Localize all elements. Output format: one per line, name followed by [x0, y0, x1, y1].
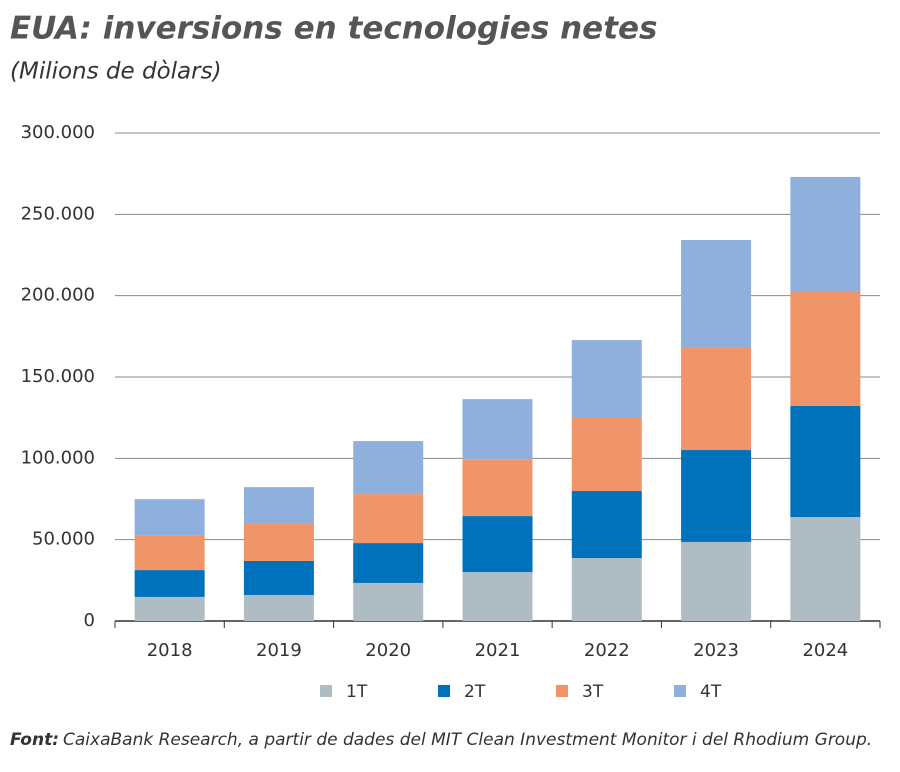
bar-segment: [571, 340, 642, 418]
bar-segment: [243, 523, 314, 561]
bar-segment: [571, 558, 642, 621]
source-label: Font:: [10, 730, 59, 750]
bar-segment: [134, 570, 205, 597]
y-tick-label: 250.000: [21, 203, 95, 224]
bar-segment: [790, 290, 861, 406]
x-tick-label: 2020: [365, 640, 411, 661]
bar-segment: [243, 594, 314, 621]
y-tick-label: 300.000: [21, 122, 95, 143]
bar-segment: [790, 405, 861, 518]
bar-segment: [134, 596, 205, 621]
bar-segment: [353, 441, 424, 495]
x-tick-label: 2022: [584, 640, 630, 661]
y-tick-label: 200.000: [21, 285, 95, 306]
y-tick-label: 150.000: [21, 366, 95, 387]
bar-segment: [571, 417, 642, 492]
bar-segment: [571, 491, 642, 559]
legend-label: 2T: [464, 682, 486, 702]
legend-label: 1T: [346, 682, 368, 702]
bar-segment: [790, 176, 861, 291]
y-tick-label: 100.000: [21, 447, 95, 468]
chart-title: EUA: inversions en tecnologies netes: [10, 11, 658, 47]
bar-segment: [681, 541, 752, 621]
legend-label: 3T: [582, 682, 604, 702]
bar-segment: [462, 572, 533, 621]
x-tick-label: 2018: [147, 640, 193, 661]
legend-swatch: [556, 685, 568, 697]
x-tick-label: 2024: [802, 640, 848, 661]
bar-segment: [353, 582, 424, 621]
bar-segment: [462, 516, 533, 573]
x-tick-label: 2021: [475, 640, 521, 661]
bar-segment: [681, 450, 752, 542]
bar-segment: [462, 459, 533, 517]
bar-segment: [681, 347, 752, 451]
bar-segment: [353, 543, 424, 583]
y-tick-label: 0: [84, 610, 95, 631]
bar-segment: [353, 494, 424, 544]
chart-subtitle: (Milions de dòlars): [10, 59, 222, 85]
bar-segment: [134, 499, 205, 536]
legend-swatch: [674, 685, 686, 697]
legend-swatch: [320, 685, 332, 697]
x-tick-label: 2023: [693, 640, 739, 661]
source: Font: CaixaBank Research, a partir de dad…: [10, 730, 872, 750]
bar-segment: [681, 240, 752, 348]
source-text: CaixaBank Research, a partir de dades de…: [63, 730, 872, 750]
bar-segment: [462, 399, 533, 460]
x-tick-label: 2019: [256, 640, 302, 661]
bar-segment: [790, 517, 861, 621]
legend-swatch: [438, 685, 450, 697]
bar-segment: [243, 487, 314, 524]
legend-label: 4T: [700, 682, 722, 702]
y-tick-label: 50.000: [32, 529, 95, 550]
bar-segment: [243, 560, 314, 595]
bar-segment: [134, 535, 205, 571]
